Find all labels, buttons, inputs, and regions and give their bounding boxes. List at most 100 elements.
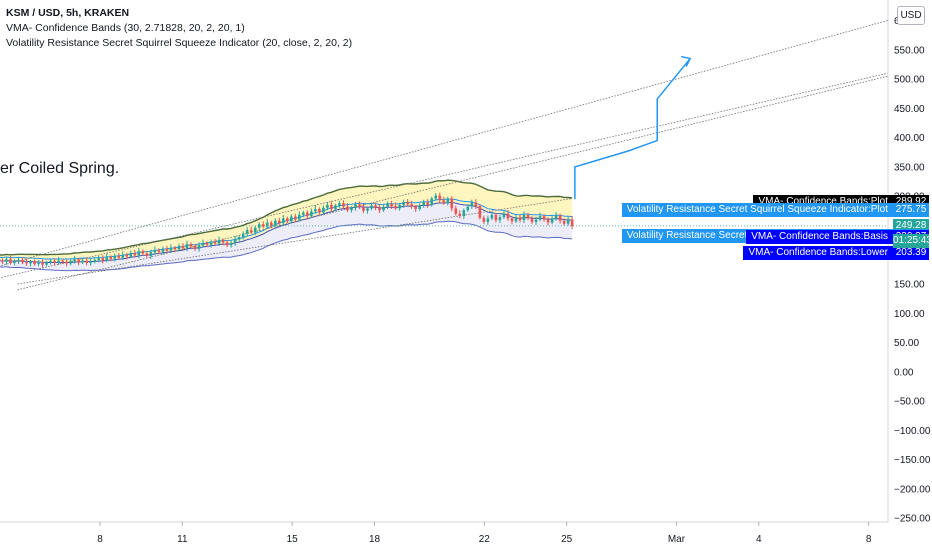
candle [49,258,52,265]
x-tick-label: 8 [866,534,872,545]
candle-body [554,215,558,219]
candle [386,201,389,210]
candle-body [53,261,56,263]
candle [221,238,225,246]
y-tick-label: 400.00 [894,133,925,144]
indicator-price-label: VMA- Confidence Bands:Basis [746,229,893,244]
candle [558,213,562,224]
candle-body [346,206,349,211]
x-tick-label: 8 [97,534,103,545]
y-tick-label: 100.00 [894,309,925,320]
candle [81,258,84,265]
y-tick-label: 550.00 [894,45,925,56]
candle [205,241,209,248]
candle-body [510,218,514,222]
indicator-price-label: Volatility Resistance Secret Squirrel Sq… [621,203,893,218]
candle-body [418,205,421,210]
candle-body [69,261,72,264]
candle [458,210,462,219]
candle-body [93,259,97,262]
candle [217,236,221,246]
candle [334,203,337,211]
candle-body [169,247,173,251]
candle-body [318,209,321,213]
candle-body [422,202,425,206]
candle [322,205,325,215]
candle-body [426,202,430,205]
candle-body [45,262,48,265]
candle-body [149,252,153,256]
candle [306,210,309,219]
candle-body [65,261,68,264]
candle-body [558,215,562,221]
candle [149,249,153,259]
x-tick-label: 11 [177,534,188,545]
candle-body [322,207,325,213]
candle-body [478,206,482,218]
candle [133,250,137,258]
candle-body [41,262,44,265]
legend-squeeze-indicator[interactable]: Volatility Resistance Secret Squirrel Sq… [6,37,353,49]
candle [201,239,205,248]
x-tick-label: 4 [756,534,762,545]
y-tick-label: 150.00 [894,279,925,290]
candle [65,259,68,267]
candle-body [177,245,181,250]
candle-body [5,259,8,262]
candle-body [161,248,165,252]
candle [378,204,381,214]
candle-body [13,261,16,263]
legend-vma-confidence-bands[interactable]: VMA- Confidence Bands (30, 2.71828, 20, … [6,22,245,34]
symbol-title[interactable]: KSM / USD, 5h, KRAKEN [6,7,130,19]
candle-body [9,259,12,263]
candle-body [97,258,101,260]
candle-body [25,262,28,264]
candle-body [334,205,337,210]
candle-body [354,204,357,208]
candle-body [197,245,201,249]
candle [181,242,185,251]
currency-button[interactable]: USD [897,6,925,25]
candle-body [273,220,277,226]
candle [237,235,241,242]
candle-body [285,218,289,222]
chart-legend: KSM / USD, 5h, KRAKEN VMA- Confidence Ba… [6,6,352,51]
candle [350,206,353,213]
candle-body [77,259,80,263]
candle-body [414,206,417,210]
candle [117,252,121,260]
projection-arrowhead [681,55,692,67]
candle-body [458,213,462,217]
candle [410,200,413,210]
candle [542,214,546,222]
candle [85,257,88,266]
candle-body [261,224,265,227]
candle-body [338,203,341,206]
candle [382,204,385,212]
candle-body [193,246,197,249]
candle-body [486,218,490,222]
candle [153,246,157,255]
candle-body [225,242,229,246]
candle [281,214,285,227]
candle-body [137,251,141,256]
candle [53,258,56,266]
y-tick-label: 450.00 [894,104,925,115]
candle [430,196,434,207]
candle-body [101,258,105,261]
candle-body [514,217,518,222]
candle [241,231,245,240]
candle [285,216,289,224]
candle [290,214,293,224]
candle [354,202,357,211]
candle [169,244,173,253]
candle [97,255,101,263]
trend-line [0,20,888,267]
candle-body [454,208,458,214]
candle-body [430,198,434,205]
candle-body [109,257,113,259]
candle [554,211,558,221]
candle-body [494,214,498,221]
candle [165,245,169,253]
